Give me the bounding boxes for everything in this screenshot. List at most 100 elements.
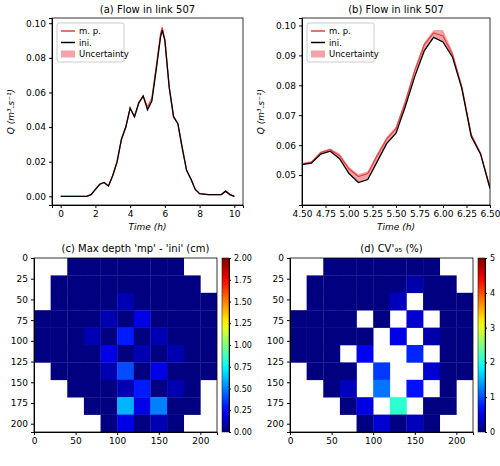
tick-label: 5 bbox=[490, 254, 495, 263]
x-axis-line bbox=[291, 433, 474, 436]
y-axis-title: Q (m³.s⁻¹) bbox=[6, 89, 16, 134]
cell bbox=[307, 362, 324, 380]
cell bbox=[340, 362, 357, 380]
cell bbox=[134, 380, 151, 398]
tick-mark bbox=[287, 279, 290, 280]
y-axis-line bbox=[299, 19, 303, 206]
cell bbox=[323, 345, 340, 363]
x-axis-title: Time (h) bbox=[377, 222, 415, 232]
tick-label: 200 bbox=[267, 419, 284, 429]
cell bbox=[84, 328, 101, 346]
cell bbox=[184, 397, 201, 415]
cell bbox=[184, 328, 201, 346]
tick-label: 1.25 bbox=[234, 319, 252, 328]
tick: 0.10 bbox=[26, 19, 52, 29]
tick-mark bbox=[31, 362, 34, 363]
cell bbox=[456, 362, 473, 380]
cell bbox=[84, 397, 101, 415]
cell bbox=[184, 362, 201, 380]
cell bbox=[84, 345, 101, 363]
cell bbox=[134, 362, 151, 380]
cell bbox=[440, 380, 457, 398]
tick-label: 0 bbox=[32, 436, 38, 446]
tick-mark bbox=[229, 410, 231, 411]
x-axis: 0246810 bbox=[53, 205, 244, 219]
legend: m. p.ini.Uncertainty bbox=[57, 23, 129, 62]
tick: 6.00 bbox=[433, 205, 453, 219]
tick: 10 bbox=[229, 205, 241, 219]
cell bbox=[357, 275, 374, 293]
tick-mark bbox=[49, 58, 52, 59]
tick-mark bbox=[49, 196, 52, 197]
cell bbox=[184, 380, 201, 398]
cell bbox=[406, 380, 423, 398]
cell bbox=[67, 345, 84, 363]
tick-mark bbox=[49, 127, 52, 128]
legend-swatch bbox=[61, 51, 75, 58]
cell bbox=[101, 362, 118, 380]
tick: 50 bbox=[17, 295, 34, 305]
cell bbox=[117, 397, 134, 415]
tick-mark bbox=[299, 115, 302, 116]
cell bbox=[150, 345, 167, 363]
cell bbox=[440, 275, 457, 293]
cell bbox=[423, 328, 440, 346]
cell bbox=[184, 293, 201, 311]
tick-label: 1 bbox=[490, 393, 495, 402]
tick: 150 bbox=[407, 432, 424, 446]
cell bbox=[150, 328, 167, 346]
cell bbox=[440, 397, 457, 415]
title: (a) Flow in link 507 bbox=[100, 4, 195, 15]
tick: 2.00 bbox=[229, 254, 252, 263]
tick: 0 bbox=[32, 432, 38, 446]
cell bbox=[340, 380, 357, 398]
tick: 200 bbox=[448, 432, 465, 446]
tick-mark bbox=[373, 205, 374, 208]
tick: 3 bbox=[485, 324, 495, 333]
tick-label: 0.08 bbox=[26, 53, 46, 63]
cell bbox=[357, 415, 374, 432]
cell bbox=[150, 397, 167, 415]
cell bbox=[117, 345, 134, 363]
tick-label: 4.75 bbox=[316, 209, 336, 219]
tick: 1.50 bbox=[229, 298, 252, 307]
tick: 200 bbox=[192, 432, 209, 446]
tick-mark bbox=[287, 362, 290, 363]
tick: 100 bbox=[267, 336, 290, 346]
legend-label: ini. bbox=[79, 38, 92, 48]
tick-mark bbox=[229, 345, 231, 346]
tick: 1 bbox=[485, 393, 495, 402]
tick-label: 100 bbox=[11, 336, 28, 346]
colorbar-axis: 0.000.250.500.751.001.251.501.752.00 bbox=[229, 254, 252, 437]
cell bbox=[456, 345, 473, 363]
cell bbox=[357, 328, 374, 346]
tick: 200 bbox=[267, 419, 290, 429]
cell bbox=[134, 415, 151, 432]
tick: 4 bbox=[128, 205, 134, 219]
cell bbox=[406, 345, 423, 363]
cell bbox=[423, 293, 440, 311]
cell bbox=[373, 275, 390, 293]
tick-mark bbox=[31, 320, 34, 321]
tick: 2 bbox=[485, 358, 495, 367]
tick-mark bbox=[31, 299, 34, 300]
tick: 0.00 bbox=[26, 192, 52, 202]
tick: 100 bbox=[109, 432, 126, 446]
tick-mark bbox=[287, 299, 290, 300]
tick-label: 1.50 bbox=[234, 298, 252, 307]
cell bbox=[340, 397, 357, 415]
tick-mark bbox=[229, 280, 231, 281]
tick-label: 150 bbox=[11, 378, 28, 388]
tick-mark bbox=[485, 328, 487, 329]
plot-area bbox=[61, 26, 235, 196]
cell bbox=[117, 328, 134, 346]
tick-label: 50 bbox=[273, 295, 285, 305]
title: (c) Max depth 'mp' - 'ini' (cm) bbox=[62, 243, 210, 254]
tick-mark bbox=[200, 432, 201, 435]
cell bbox=[101, 275, 118, 293]
legend: m. p.ini.Uncertainty bbox=[307, 23, 379, 62]
cell bbox=[200, 362, 217, 380]
tick-mark bbox=[456, 432, 457, 435]
tick: 0.08 bbox=[276, 81, 302, 91]
tick-mark bbox=[95, 205, 96, 208]
